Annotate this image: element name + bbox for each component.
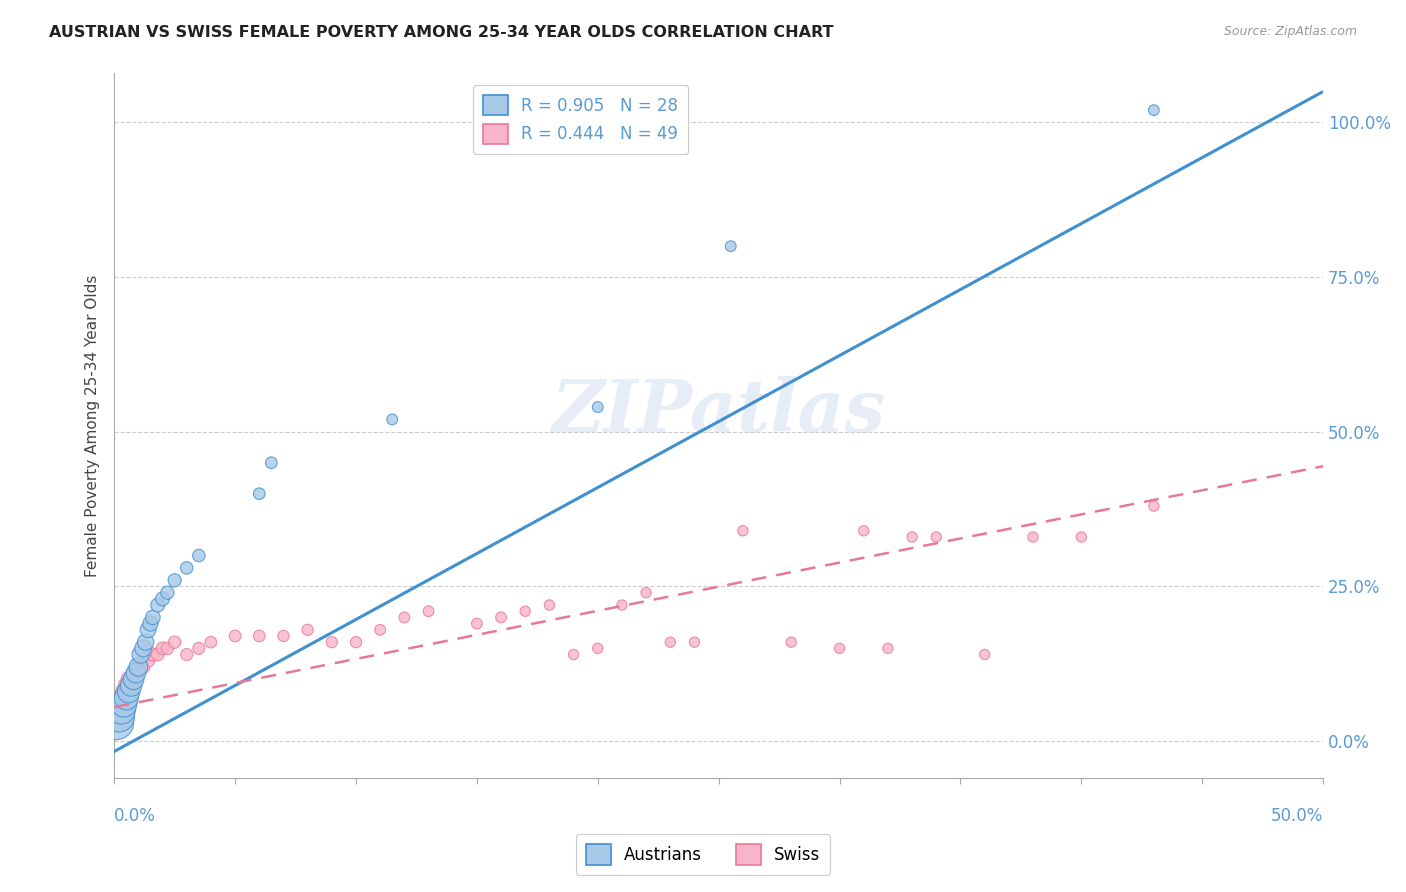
Point [176, 648, 198, 662]
Point [586, 400, 609, 414]
Point [381, 412, 404, 426]
Point [465, 616, 488, 631]
Point [118, 684, 141, 698]
Point [152, 591, 174, 606]
Point [176, 561, 198, 575]
Point [1143, 103, 1166, 117]
Point [142, 610, 165, 624]
Point [659, 635, 682, 649]
Point [901, 530, 924, 544]
Point [273, 629, 295, 643]
Point [112, 697, 135, 711]
Point [127, 660, 149, 674]
Point [118, 673, 141, 687]
Y-axis label: Female Poverty Among 25-34 Year Olds: Female Poverty Among 25-34 Year Olds [86, 275, 100, 577]
Point [120, 673, 142, 687]
Point [187, 641, 209, 656]
Point [344, 635, 367, 649]
Point [163, 635, 186, 649]
Text: AUSTRIAN VS SWISS FEMALE POVERTY AMONG 25-34 YEAR OLDS CORRELATION CHART: AUSTRIAN VS SWISS FEMALE POVERTY AMONG 2… [49, 25, 834, 40]
Point [146, 648, 169, 662]
Point [156, 585, 179, 599]
Point [136, 654, 159, 668]
Point [297, 623, 319, 637]
Point [247, 629, 270, 643]
Text: ZIPatlas: ZIPatlas [551, 376, 886, 447]
Point [120, 678, 142, 692]
Point [132, 641, 155, 656]
Point [877, 641, 900, 656]
Point [780, 635, 803, 649]
Point [828, 641, 851, 656]
Point [636, 585, 658, 599]
Point [136, 623, 159, 637]
Point [142, 648, 165, 662]
Point [139, 616, 162, 631]
Point [122, 673, 145, 687]
Point [586, 641, 609, 656]
Point [152, 641, 174, 656]
Point [200, 635, 222, 649]
Point [110, 690, 132, 705]
Point [368, 623, 391, 637]
Point [163, 574, 186, 588]
Point [115, 690, 138, 705]
Point [1070, 530, 1092, 544]
Point [489, 610, 512, 624]
Point [925, 530, 948, 544]
Point [110, 703, 132, 717]
Point [260, 456, 283, 470]
Point [125, 666, 148, 681]
Point [127, 660, 149, 674]
Legend: Austrians, Swiss: Austrians, Swiss [576, 834, 830, 875]
Point [683, 635, 706, 649]
Point [731, 524, 754, 538]
Point [247, 486, 270, 500]
Point [115, 678, 138, 692]
Point [224, 629, 246, 643]
Point [852, 524, 875, 538]
Point [135, 635, 157, 649]
Point [112, 684, 135, 698]
Point [132, 660, 155, 674]
Point [187, 549, 209, 563]
Point [973, 648, 995, 662]
Legend: R = 0.905   N = 28, R = 0.444   N = 49: R = 0.905 N = 28, R = 0.444 N = 49 [472, 85, 689, 153]
Point [125, 666, 148, 681]
Point [720, 239, 742, 253]
Point [394, 610, 416, 624]
Point [108, 697, 131, 711]
Point [321, 635, 343, 649]
Point [515, 604, 537, 618]
Point [129, 648, 152, 662]
Point [146, 598, 169, 612]
Point [105, 715, 128, 730]
Text: 0.0%: 0.0% [114, 806, 156, 824]
Point [418, 604, 440, 618]
Text: Source: ZipAtlas.com: Source: ZipAtlas.com [1223, 25, 1357, 38]
Text: 50.0%: 50.0% [1271, 806, 1323, 824]
Point [610, 598, 633, 612]
Point [562, 648, 585, 662]
Point [122, 666, 145, 681]
Point [538, 598, 561, 612]
Point [108, 709, 131, 723]
Point [156, 641, 179, 656]
Point [1022, 530, 1045, 544]
Point [1143, 499, 1166, 513]
